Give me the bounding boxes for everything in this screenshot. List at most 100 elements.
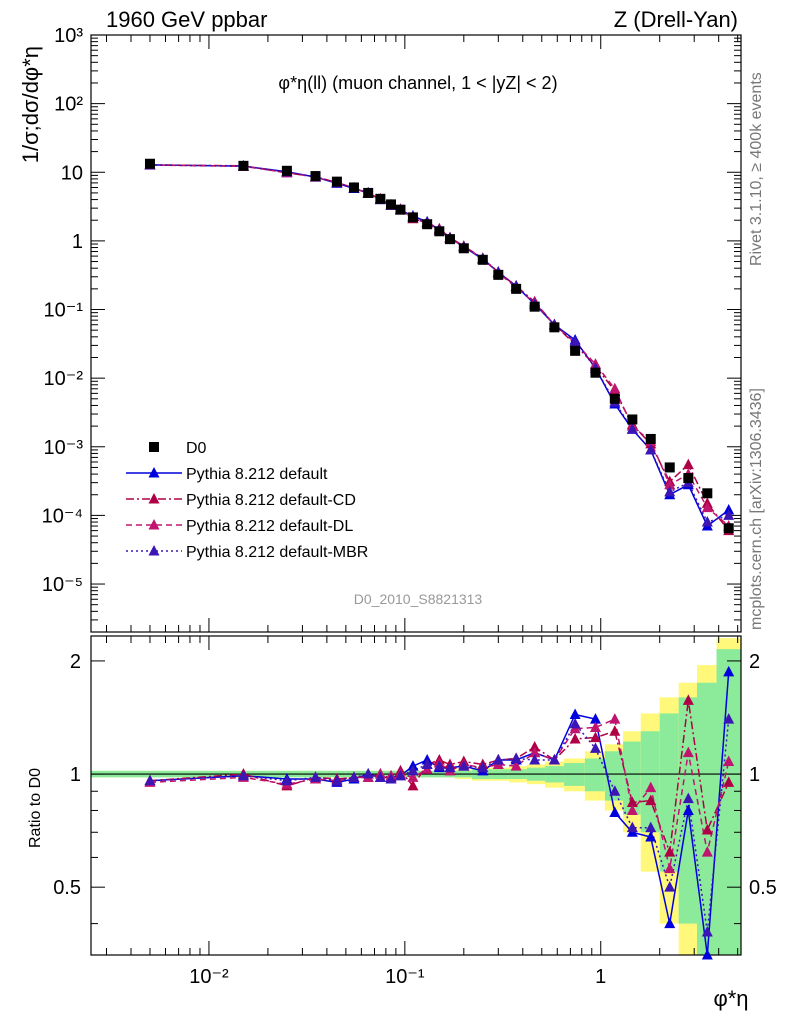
ratio-point [529,746,541,758]
ratio-stat-uncertainty-band [623,741,641,815]
legend-label: Pythia 8.212 default-CD [186,492,356,509]
series-point [723,503,735,515]
ratio-point [626,804,638,815]
ratio-point [407,779,419,791]
ratio-y-tick-label: 1 [70,764,81,786]
ratio-point [645,794,657,806]
x-axis-title: φ*η [713,986,748,1011]
ratio-point [548,753,560,765]
ratio-point [529,741,541,752]
ratio-point [362,768,374,779]
data-point [511,283,522,294]
legend-marker [148,545,160,556]
ratio-point [331,774,343,786]
ratio-point [433,760,445,771]
plot-title: φ*η(ll) (muon channel, 1 < |yZ| < 2) [278,73,557,93]
ratio-point [645,830,657,842]
ratio-point [421,758,433,770]
data-point [144,158,155,169]
series-point [664,485,676,497]
data-point [723,523,734,534]
ratio-point [407,764,419,776]
ratio-y-tick-label: 2 [70,651,81,673]
ratio-point [664,862,676,874]
y-tick-label: 10⁻² [44,368,84,390]
main-panel-frame [90,34,742,633]
ratio-y-tick-label-right: 0.5 [749,877,777,899]
data-point [238,160,249,171]
data-point [407,212,418,223]
process-label: Z (Drell-Yan) [613,7,738,32]
x-tick-label: 10⁻¹ [385,966,425,988]
ratio-point [394,769,406,781]
data-point [434,226,445,237]
ratio-point [645,821,657,833]
ratio-point [510,752,522,763]
ratio-point [626,796,638,808]
ratio-stat-uncertainty-band [584,758,605,792]
data-point [645,433,656,444]
data-point [363,187,374,198]
ratio-point [407,771,419,782]
series-point [664,478,676,490]
ratio-point [664,846,676,857]
ratio-point [609,806,621,818]
ratio-point [569,708,581,720]
y-tick-label: 10⁻¹ [44,300,84,322]
y-tick-label: 10³ [54,25,83,47]
analysis-label: D0_2010_S8821313 [354,591,483,607]
ratio-point [609,785,621,796]
ratio-point [348,771,360,782]
data-point [348,182,359,193]
legend-label: Pythia 8.212 default-MBR [186,544,368,561]
series-point [682,458,694,470]
series-point [569,335,581,347]
x-tick-label: 10⁻² [189,966,229,988]
ratio-point [374,771,386,782]
ratio-point [589,742,601,753]
ratio-panel-frame [90,635,742,956]
x-tick-label: 1 [595,966,606,988]
ratio-point [682,804,694,815]
ratio-y-tick-label-right: 2 [749,651,760,673]
ratio-point [609,725,621,736]
data-point [458,243,469,254]
ratio-point [664,881,676,892]
ratio-point [510,760,522,771]
data-point [375,193,386,204]
legend-marker [149,442,159,452]
data-point [310,171,321,182]
ratio-point [569,732,581,744]
series-point [701,501,713,513]
data-point [444,234,455,245]
ratio-point [589,731,601,743]
data-point [627,414,638,425]
y-tick-label: 10 [61,162,83,184]
ratio-point [385,773,397,784]
data-point [664,462,675,473]
ratio-point [645,781,657,793]
ratio-point [589,721,601,733]
ratio-point [701,949,713,960]
data-point [281,165,292,176]
ratio-point [682,694,694,705]
ratio-point [609,713,621,724]
ratio-point [701,823,713,835]
series-point [701,516,713,527]
ratio-point [237,769,249,781]
series-point [723,509,735,520]
ratio-point [569,717,581,729]
ratio-point [723,776,735,787]
data-point [549,322,560,333]
ratio-point [492,753,504,765]
ratio-point [458,760,470,771]
series-point [609,382,621,394]
data-point [570,345,581,356]
data-point [395,204,406,215]
ratio-point [723,755,735,766]
ratio-point [589,713,601,724]
legend-marker [148,467,160,478]
ratio-point [723,713,735,724]
ratio-y-tick-label: 0.5 [53,877,81,899]
